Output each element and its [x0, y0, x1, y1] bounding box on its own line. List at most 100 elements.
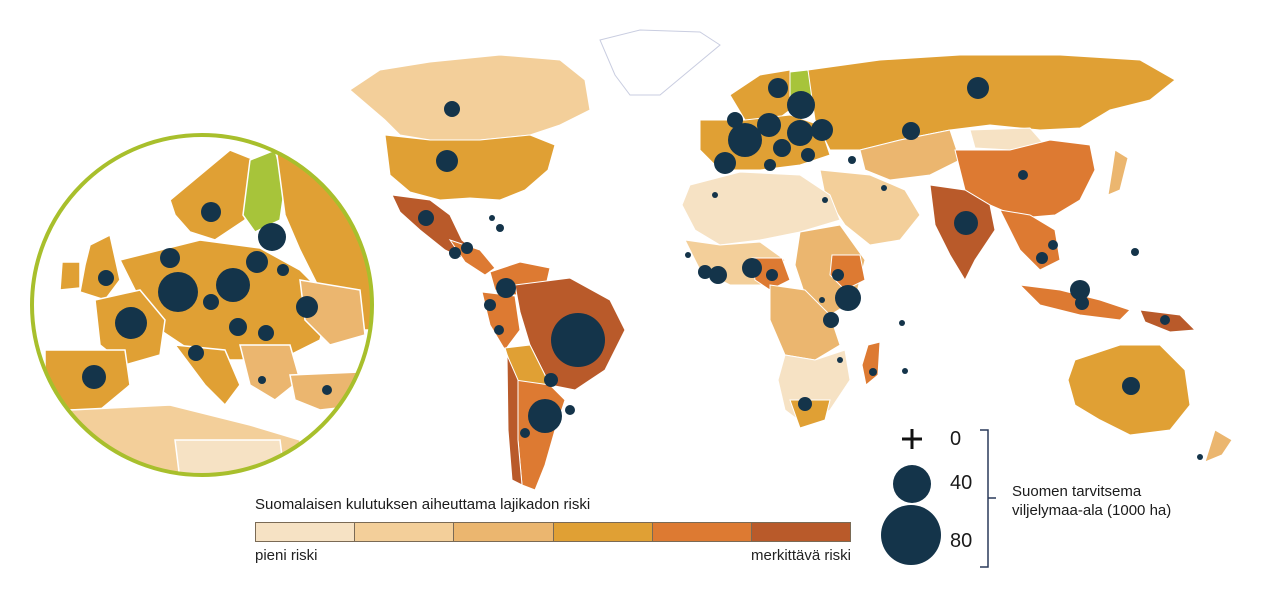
inset-bubble-italy: [188, 345, 204, 361]
bubble-uganda: [819, 297, 825, 303]
bubble-malaysia: [1070, 280, 1090, 300]
inset-bubble-russia-2: [246, 251, 268, 273]
bubble-europe-1: [728, 123, 762, 157]
bubble-uruguay: [565, 405, 575, 415]
size-legend-bracket: [980, 429, 996, 568]
bubble-tanzania: [823, 312, 839, 328]
risk-level-6: [751, 523, 851, 541]
bubble-europe-5: [811, 119, 833, 141]
inset-ireland: [59, 261, 81, 291]
bubble-cameroon: [766, 269, 778, 281]
bubble-chile: [520, 428, 530, 438]
risk-level-5: [652, 523, 752, 541]
bubble-indonesia: [1075, 296, 1089, 310]
bubble-europe-6: [773, 139, 791, 157]
risk-low-label: pieni riski: [255, 547, 318, 564]
bubble-honduras: [461, 242, 473, 254]
size-value-40: 40: [950, 472, 973, 494]
inset-bubble-france: [115, 307, 147, 339]
bubble-usa: [436, 150, 458, 172]
bubble-mexico: [418, 210, 434, 226]
size-value-80: 80: [950, 530, 973, 552]
inset-bubble-norway: [201, 202, 221, 222]
bubble-nz: [1197, 454, 1203, 460]
risk-legend-title: Suomalaisen kulutuksen aiheuttama lajika…: [255, 496, 591, 513]
region-ethiopia: [829, 254, 866, 291]
region-new-zealand: [1204, 429, 1233, 463]
bubble-pacific-3: [1131, 248, 1139, 256]
inset-bubble-poland: [216, 268, 250, 302]
inset-bubble-turkey: [322, 385, 332, 395]
bubble-morocco: [712, 192, 718, 198]
bubble-vietnam: [1048, 240, 1058, 250]
inset-bubble-russia-1: [258, 223, 286, 251]
region-indonesia: [1018, 284, 1131, 321]
bubble-thailand: [1036, 252, 1048, 264]
bubble-madagascar: [869, 368, 877, 376]
bubble-png: [1160, 315, 1170, 325]
inset-bubble-spain: [82, 365, 106, 389]
bubble-europe-2: [757, 113, 781, 137]
bubble-senegal: [685, 252, 691, 258]
region-central-africa: [769, 284, 841, 361]
bubble-ivory-coast: [698, 265, 712, 279]
bubble-europe-4: [787, 120, 813, 146]
bubble-pacific-1: [899, 320, 905, 326]
risk-color-scale: [255, 522, 851, 542]
bubble-canada: [444, 101, 460, 117]
inset-scandinavia: [169, 149, 256, 241]
region-southeast-asia: [999, 209, 1061, 271]
bubble-australia: [1122, 377, 1140, 395]
region-russia: [807, 54, 1176, 151]
zero-marker-icon: [902, 429, 922, 449]
region-madagascar: [861, 341, 881, 386]
inset-bubble-denmark: [160, 248, 180, 268]
inset-bubble-ukraine: [296, 296, 318, 318]
size-legend-title-line1: Suomen tarvitsema: [1012, 483, 1142, 500]
bubble-italy: [764, 159, 776, 171]
size-legend-marks: [881, 429, 996, 568]
bubble-spain: [714, 152, 736, 174]
inset-bubble-uk: [98, 270, 114, 286]
size-legend-title-line2: viljelymaa-ala (1000 ha): [1012, 502, 1172, 519]
bubble-colombia: [496, 278, 516, 298]
bubble-paraguay: [544, 373, 558, 387]
bubble-russia-west: [787, 91, 815, 119]
inset-bubble-bulgaria: [258, 376, 266, 384]
risk-level-1: [256, 523, 356, 541]
bubble-ethiopia: [832, 269, 844, 281]
bubble-peru: [494, 325, 504, 335]
risk-high-label: merkittävä riski: [750, 547, 851, 564]
bubble-iran: [881, 185, 887, 191]
inset-bubble-romania: [258, 325, 274, 341]
bubble-brazil: [551, 313, 605, 367]
risk-level-3: [454, 523, 554, 541]
inset-ring: [30, 133, 374, 477]
inset-bubble-germany: [158, 272, 198, 312]
region-chile: [506, 354, 523, 486]
bubble-turkey: [848, 156, 856, 164]
bubble-ukraine: [801, 148, 815, 162]
size-legend-title: Suomen tarvitsema viljelymaa-ala (1000 h…: [1012, 482, 1171, 520]
bubble-pacific-2: [902, 368, 908, 374]
bubble-argentina: [528, 399, 562, 433]
bubbles: [82, 77, 1203, 460]
bubble-south-africa: [798, 397, 812, 411]
bubble-cuba: [489, 215, 495, 221]
region-canada: [349, 54, 591, 141]
bubble-mozambique: [837, 357, 843, 363]
bubble-ecuador: [484, 299, 496, 311]
bubble-nigeria: [742, 258, 762, 278]
risk-level-2: [355, 523, 455, 541]
bubble-kenya: [835, 285, 861, 311]
bubble-sweden: [768, 78, 788, 98]
bubble-guatemala: [449, 247, 461, 259]
inset-bubble-austria: [203, 294, 219, 310]
inset-bubble-belarus: [277, 264, 289, 276]
greenland: [599, 29, 721, 96]
bubble-kazakhstan: [902, 122, 920, 140]
bubble-caribbean: [496, 224, 504, 232]
inset-bubble-hungary: [229, 318, 247, 336]
size-legend-bubble-40: [893, 465, 931, 503]
